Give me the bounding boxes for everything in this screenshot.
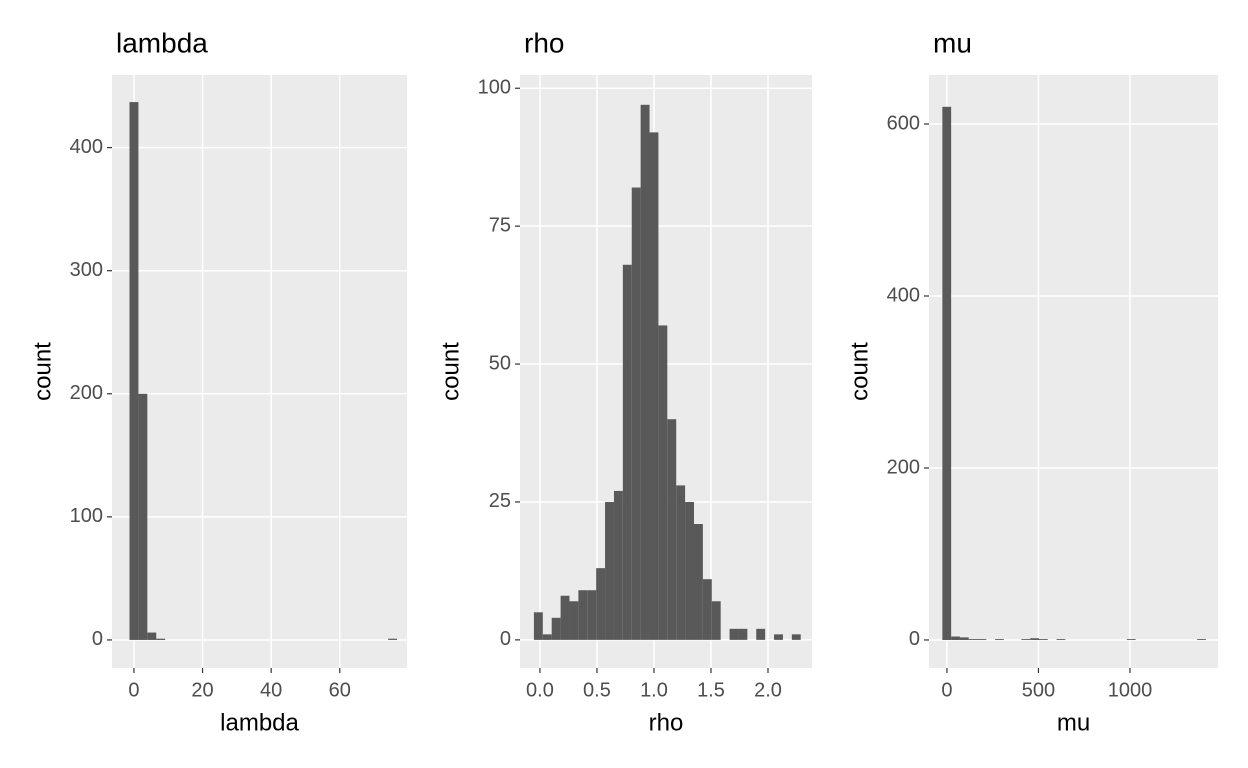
x-axis-title: mu (1057, 709, 1090, 736)
bar (613, 490, 623, 640)
bar (631, 187, 641, 640)
bar (1021, 639, 1031, 640)
bar (388, 638, 398, 640)
bar (560, 595, 570, 640)
x-tick-label: 500 (1022, 679, 1055, 701)
bar (676, 485, 686, 640)
x-tick-label: 1.5 (697, 679, 725, 701)
bar (951, 636, 960, 640)
panel-background (929, 75, 1218, 668)
bar (649, 132, 659, 640)
bar (138, 393, 148, 640)
bar (942, 106, 952, 640)
bar (605, 501, 614, 640)
bar (667, 419, 677, 640)
y-tick-label: 50 (489, 352, 511, 374)
x-axis-title: lambda (220, 709, 299, 736)
bar (147, 632, 157, 640)
bar (156, 638, 166, 640)
bar (959, 637, 969, 640)
bar (791, 634, 801, 640)
bar (774, 634, 783, 640)
y-tick-label: 0 (909, 628, 920, 650)
bar (640, 104, 650, 640)
bar (995, 639, 1004, 640)
y-tick-label: 400 (887, 284, 920, 306)
bar (622, 264, 632, 640)
chart-title: mu (933, 27, 972, 58)
x-tick-label: 0.5 (583, 679, 611, 701)
bar (711, 601, 721, 640)
bar (1056, 639, 1066, 640)
y-tick-label: 300 (70, 259, 103, 281)
bar (729, 628, 739, 640)
bar (702, 579, 712, 640)
y-tick-label: 0 (500, 628, 511, 650)
bar (658, 325, 668, 640)
bar (693, 524, 703, 640)
bar (738, 628, 748, 640)
y-tick-label: 600 (887, 112, 920, 134)
bar (596, 568, 606, 640)
y-tick-label: 200 (887, 456, 920, 478)
bar (1126, 639, 1136, 640)
bar (569, 601, 579, 640)
y-tick-label: 400 (70, 136, 103, 158)
bar (1038, 639, 1048, 640)
chart-title: rho (524, 27, 564, 58)
x-tick-label: 0.0 (526, 679, 554, 701)
panel-background (112, 75, 407, 668)
bar (1030, 638, 1039, 640)
x-tick-label: 2.0 (754, 679, 782, 701)
bar (977, 639, 987, 640)
bar (533, 612, 543, 640)
x-tick-label: 20 (191, 679, 213, 701)
bar (578, 590, 588, 640)
bar (1197, 639, 1206, 640)
x-tick-label: 0 (941, 679, 952, 701)
bar (756, 628, 766, 640)
chart-title: lambda (116, 27, 208, 58)
x-tick-label: 60 (329, 679, 351, 701)
x-tick-label: 1000 (1108, 679, 1153, 701)
bar (542, 634, 552, 640)
x-tick-label: 40 (260, 679, 282, 701)
bar (129, 102, 139, 640)
y-axis-title: count (29, 342, 56, 401)
x-tick-label: 0 (128, 679, 139, 701)
y-tick-label: 200 (70, 382, 103, 404)
y-tick-label: 0 (92, 628, 103, 650)
y-tick-label: 25 (489, 490, 511, 512)
y-tick-label: 100 (478, 77, 511, 99)
y-tick-label: 75 (489, 214, 511, 236)
x-axis-title: rho (649, 709, 684, 736)
bar (551, 617, 561, 640)
bar (587, 590, 597, 640)
bar (685, 501, 694, 640)
bar (968, 639, 978, 640)
y-axis-title: count (846, 342, 873, 401)
y-tick-label: 100 (70, 505, 103, 527)
x-tick-label: 1.0 (640, 679, 668, 701)
y-axis-title: count (437, 342, 464, 401)
